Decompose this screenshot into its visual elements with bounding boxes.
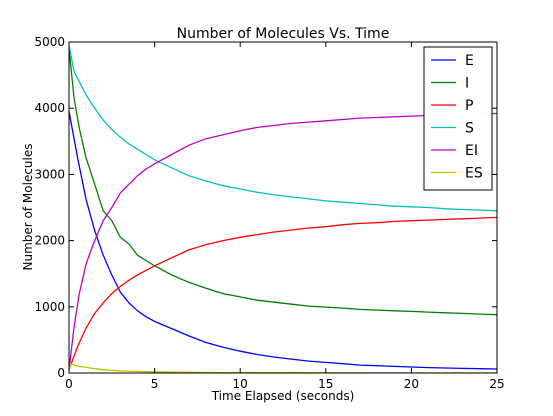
y-tick-label: 3000 — [34, 167, 65, 181]
x-tick-label: 15 — [318, 377, 333, 391]
legend-label-p: P — [465, 98, 473, 114]
x-tick-label: 25 — [489, 377, 504, 391]
legend-box — [423, 46, 493, 191]
legend-label-e: E — [465, 53, 474, 69]
series-line-i — [68, 48, 498, 316]
legend-label-s: S — [465, 121, 474, 137]
axis-ticks: 0 5 10 15 20 25 0 1000 2000 3000 4000 5000 — [34, 35, 504, 391]
chart-title: Number of Molecules Vs. Time — [177, 26, 390, 42]
x-tick-label: 5 — [151, 377, 159, 391]
x-tick-label: 0 — [65, 377, 73, 391]
y-axis-label: Number of Molecules — [21, 144, 35, 271]
y-tick-label: 4000 — [34, 101, 65, 115]
x-axis-label: Time Elapsed (seconds) — [211, 389, 355, 403]
series-line-e — [68, 111, 498, 370]
x-tick-label: 20 — [404, 377, 419, 391]
legend-label-es: ES — [465, 166, 483, 182]
x-tick-label: 10 — [233, 377, 248, 391]
series-line-p — [68, 216, 498, 370]
legend-label-i: I — [465, 76, 469, 92]
plot-frame — [68, 41, 498, 374]
series-line-s — [68, 45, 498, 212]
legend-label-ei: EI — [465, 143, 478, 159]
y-tick-label: 1000 — [34, 300, 65, 314]
series-line-ei — [68, 112, 498, 370]
y-tick-label: 2000 — [34, 234, 65, 248]
y-tick-label: 0 — [57, 366, 65, 380]
y-tick-label: 5000 — [34, 35, 65, 49]
